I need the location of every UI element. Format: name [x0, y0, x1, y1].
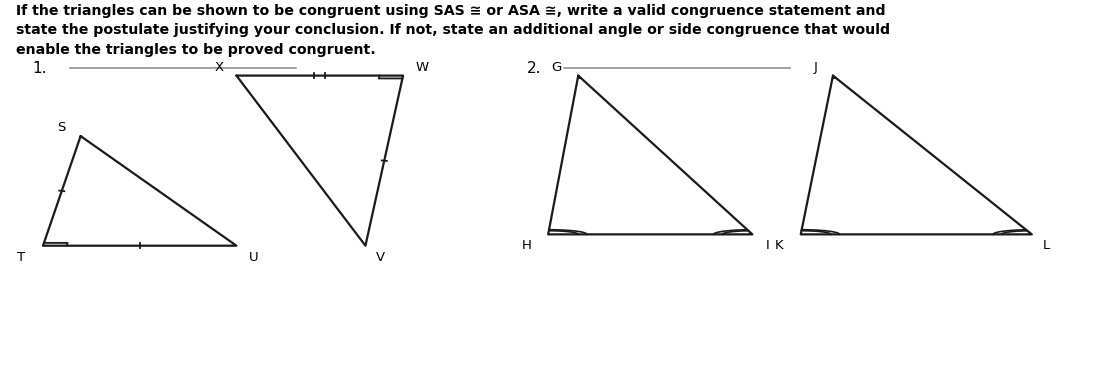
Text: T: T	[18, 251, 25, 263]
Text: G: G	[552, 61, 562, 74]
Text: K: K	[774, 239, 783, 252]
Text: S: S	[58, 121, 65, 134]
Text: 2.: 2.	[526, 60, 541, 76]
Text: V: V	[376, 251, 386, 263]
Text: If the triangles can be shown to be congruent using SAS ≅ or ASA ≅, write a vali: If the triangles can be shown to be cong…	[17, 4, 895, 57]
Text: L: L	[1044, 239, 1050, 252]
Text: W: W	[416, 61, 429, 74]
Text: X: X	[215, 61, 224, 74]
Text: H: H	[522, 239, 532, 252]
Text: J: J	[814, 61, 818, 74]
Text: I: I	[766, 239, 769, 252]
Text: 1.: 1.	[32, 60, 47, 76]
Text: U: U	[249, 251, 258, 263]
